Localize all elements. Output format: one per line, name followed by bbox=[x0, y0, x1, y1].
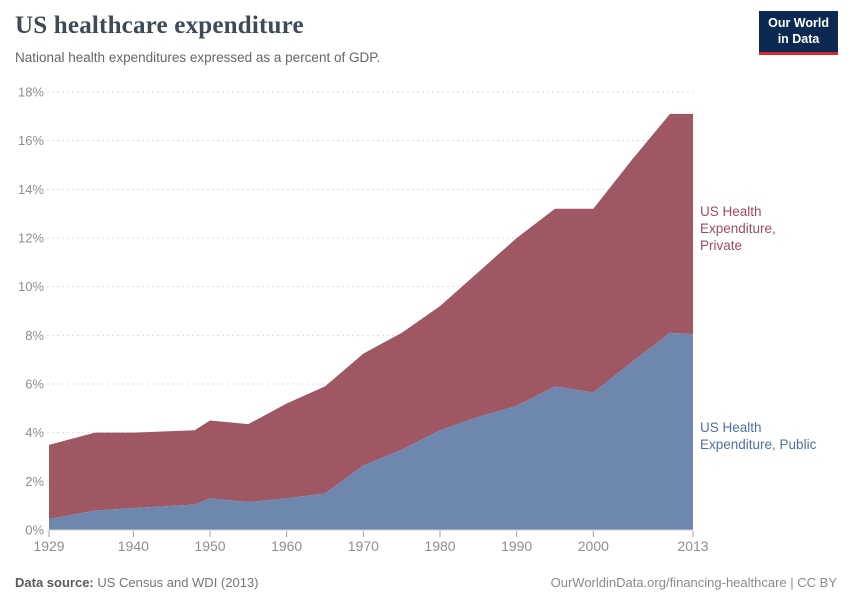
y-axis-tick-label: 8% bbox=[25, 328, 44, 343]
page-title: US healthcare expenditure bbox=[15, 12, 304, 39]
x-axis-tick-label: 1990 bbox=[501, 538, 532, 554]
y-axis-tick-label: 6% bbox=[25, 377, 44, 392]
chart-subtitle: National health expenditures expressed a… bbox=[15, 50, 381, 65]
data-source-note: Data source: US Census and WDI (2013) bbox=[15, 575, 259, 590]
y-axis-tick-label: 0% bbox=[25, 523, 44, 538]
x-axis-tick-label: 1960 bbox=[271, 538, 302, 554]
owid-logo[interactable]: Our World in Data bbox=[759, 11, 838, 56]
x-axis-tick-label: 2013 bbox=[677, 538, 708, 554]
y-axis-tick-label: 2% bbox=[25, 474, 44, 489]
y-axis-tick-label: 12% bbox=[18, 231, 44, 246]
chart-footer: Data source: US Census and WDI (2013) Ou… bbox=[15, 570, 837, 594]
area-public[interactable] bbox=[49, 332, 693, 530]
license-link[interactable]: OurWorldinData.org/financing-healthcare … bbox=[550, 574, 837, 590]
x-axis-tick-label: 1940 bbox=[118, 538, 149, 554]
x-axis-tick-label: 1980 bbox=[424, 538, 455, 554]
x-axis-tick-label: 2000 bbox=[578, 538, 609, 554]
data-source-value: US Census and WDI (2013) bbox=[97, 574, 259, 590]
data-source-label: Data source: bbox=[15, 574, 94, 590]
y-axis-tick-label: 4% bbox=[25, 425, 44, 440]
y-axis-tick-label: 16% bbox=[18, 133, 44, 148]
x-axis-ticks: 1929 1940 1950 1960 1970 1980 1990 2000 2013 bbox=[33, 531, 709, 554]
x-axis-tick-label: 1929 bbox=[33, 538, 64, 554]
y-axis-tick-label: 14% bbox=[18, 182, 44, 197]
x-axis-tick-label: 1970 bbox=[348, 538, 379, 554]
x-axis-tick-label: 1950 bbox=[194, 538, 225, 554]
series-label-private: US Health Expenditure, Private bbox=[700, 204, 776, 253]
y-axis-tick-label: 10% bbox=[18, 279, 44, 294]
area-private[interactable] bbox=[49, 113, 693, 520]
series-label-public: US Health Expenditure, Public bbox=[700, 420, 817, 452]
gridlines: 0% 2% 4% 6% 8% 10% 12% 14% 16% 18% bbox=[18, 85, 693, 538]
y-axis-tick-label: 18% bbox=[18, 85, 44, 100]
